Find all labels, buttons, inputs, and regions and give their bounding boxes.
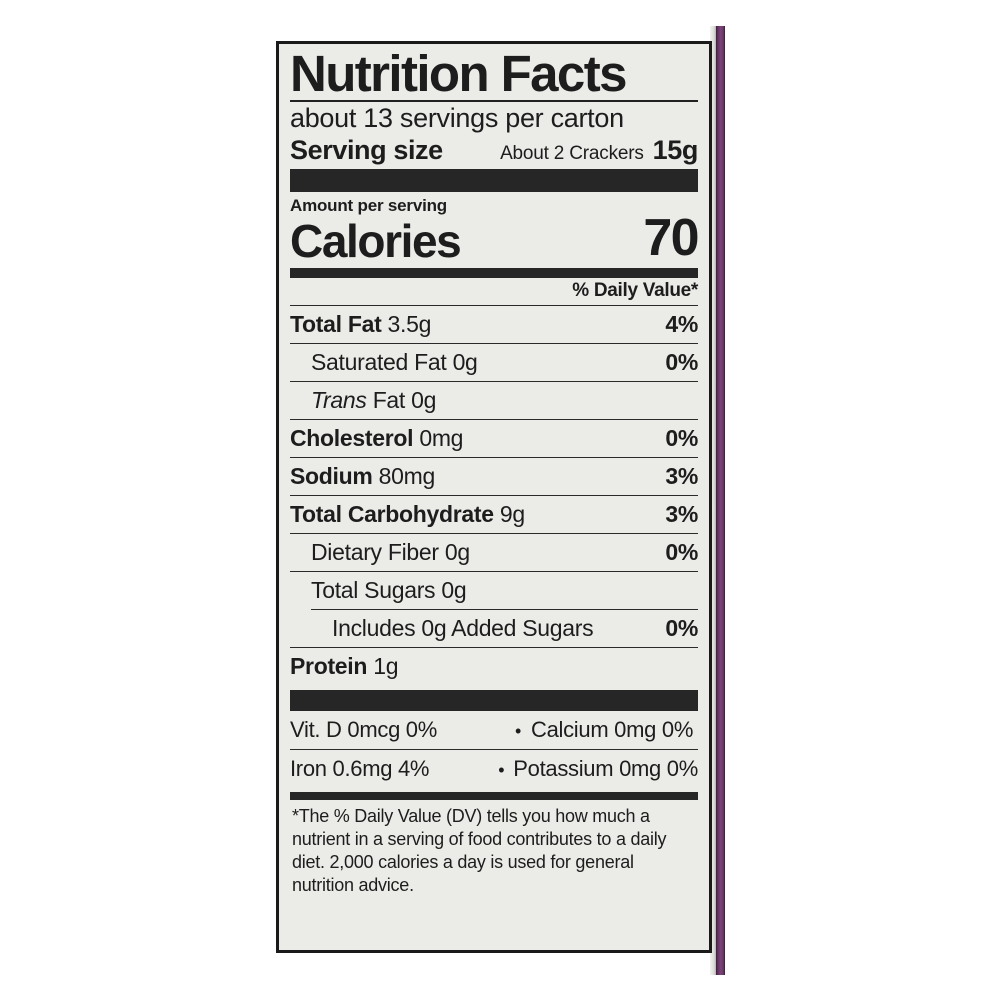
carton-purple-stripe bbox=[716, 26, 725, 975]
rule-after-added-sugars bbox=[290, 647, 698, 649]
row-added-sugars: Includes 0g Added Sugars 0% bbox=[290, 610, 698, 647]
bullet-separator-icon-2: • bbox=[498, 760, 505, 781]
footnote-divider bbox=[290, 792, 698, 801]
carton-edge-shadow bbox=[710, 26, 717, 975]
rule-after-vitamin-d bbox=[290, 749, 698, 751]
potassium-value: Potassium 0mg 0% bbox=[513, 756, 698, 782]
amount-per-serving-label: Amount per serving bbox=[290, 196, 447, 216]
header-thick-divider bbox=[290, 169, 698, 193]
daily-value-footnote: *The % Daily Value (DV) tells you how mu… bbox=[292, 806, 667, 896]
row-total-fat: Total Fat 3.5g 4% bbox=[290, 306, 698, 343]
rule-after-saturated-fat bbox=[290, 381, 698, 383]
rule-after-sodium bbox=[290, 495, 698, 497]
total-sugars-label: Total Sugars 0g bbox=[311, 577, 467, 604]
serving-size-amount: 15g bbox=[652, 135, 699, 166]
nutrition-facts-title: Nutrition Facts bbox=[290, 45, 627, 102]
serving-size-label: Serving size bbox=[290, 135, 443, 166]
row-protein: Protein 1g bbox=[290, 648, 698, 685]
row-dietary-fiber: Dietary Fiber 0g 0% bbox=[290, 534, 698, 571]
added-sugars-label: Includes 0g Added Sugars bbox=[332, 615, 594, 642]
nutrition-facts-panel: Nutrition Facts about 13 servings per ca… bbox=[276, 41, 712, 953]
daily-value-header: % Daily Value* bbox=[572, 280, 698, 302]
protein-label: Protein 1g bbox=[290, 653, 399, 680]
rule-after-cholesterol bbox=[290, 457, 698, 459]
row-total-sugars: Total Sugars 0g bbox=[290, 572, 698, 609]
rule-after-total-sugars bbox=[311, 609, 698, 611]
rule-after-total-carbohydrate bbox=[290, 533, 698, 535]
row-iron-potassium: Iron 0.6mg 4% • Potassium 0mg 0% bbox=[290, 750, 698, 788]
servings-per-container: about 13 servings per carton bbox=[290, 103, 624, 134]
total-carbohydrate-dv: 3% bbox=[665, 501, 698, 528]
calcium-value: Calcium 0mg 0% bbox=[531, 717, 694, 743]
total-fat-dv: 4% bbox=[665, 311, 698, 338]
trans-fat-label: Trans Fat 0g bbox=[311, 387, 437, 414]
rule-after-trans-fat bbox=[290, 419, 698, 421]
protein-thick-divider bbox=[290, 690, 698, 712]
calories-value: 70 bbox=[643, 209, 699, 268]
sodium-dv: 3% bbox=[665, 463, 698, 490]
total-carbohydrate-label: Total Carbohydrate 9g bbox=[290, 501, 525, 528]
cholesterol-dv: 0% bbox=[665, 425, 698, 452]
calories-divider bbox=[290, 268, 698, 279]
row-total-carbohydrate: Total Carbohydrate 9g 3% bbox=[290, 496, 698, 533]
vitamin-d-value: Vit. D 0mcg 0% bbox=[290, 717, 438, 743]
serving-size-description: About 2 Crackers bbox=[500, 143, 644, 165]
calories-row: Calories 70 bbox=[290, 209, 700, 268]
rule-after-total-fat bbox=[290, 343, 698, 345]
sodium-label: Sodium 80mg bbox=[290, 463, 435, 490]
added-sugars-dv: 0% bbox=[665, 615, 698, 642]
row-vitamin-d-calcium: Vit. D 0mcg 0% • Calcium 0mg 0% bbox=[290, 711, 698, 749]
row-trans-fat: Trans Fat 0g bbox=[290, 382, 698, 419]
dv-header-rule bbox=[290, 305, 698, 307]
serving-size-row: Serving size About 2 Crackers 15g bbox=[290, 135, 698, 166]
row-cholesterol: Cholesterol 0mg 0% bbox=[290, 420, 698, 457]
cholesterol-label: Cholesterol 0mg bbox=[290, 425, 464, 452]
row-saturated-fat: Saturated Fat 0g 0% bbox=[290, 344, 698, 381]
dietary-fiber-label: Dietary Fiber 0g bbox=[311, 539, 470, 566]
rule-after-dietary-fiber bbox=[290, 571, 698, 573]
calories-label: Calories bbox=[290, 214, 462, 267]
total-fat-label: Total Fat 3.5g bbox=[290, 311, 432, 338]
dietary-fiber-dv: 0% bbox=[665, 539, 698, 566]
saturated-fat-label: Saturated Fat 0g bbox=[311, 349, 478, 376]
title-divider bbox=[290, 100, 698, 103]
saturated-fat-dv: 0% bbox=[665, 349, 698, 376]
iron-value: Iron 0.6mg 4% bbox=[290, 756, 430, 782]
bullet-separator-icon: • bbox=[514, 721, 521, 742]
row-sodium: Sodium 80mg 3% bbox=[290, 458, 698, 495]
